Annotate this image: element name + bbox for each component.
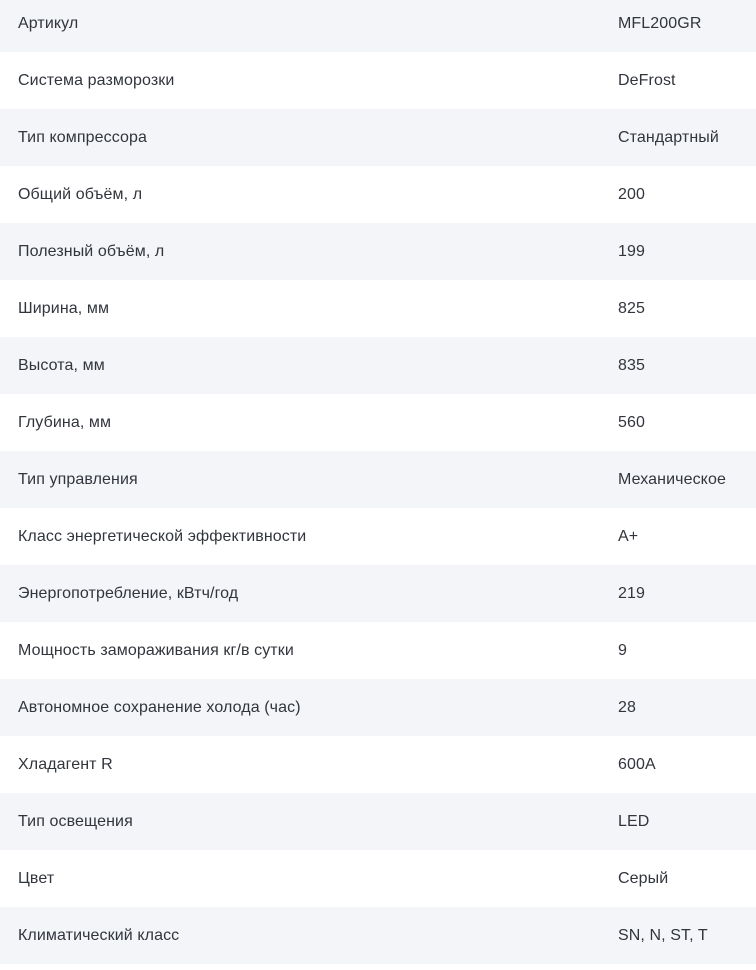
spec-label: Тип освещения: [18, 812, 133, 830]
spec-row: Общий объём, л 200: [0, 166, 756, 223]
spec-label: Энергопотребление, кВтч/год: [18, 584, 239, 602]
spec-value: LED: [618, 812, 650, 830]
spec-row: Полезный объём, л 199: [0, 223, 756, 280]
spec-value: DeFrost: [618, 71, 676, 89]
spec-row: Тип управления Механическое: [0, 451, 756, 508]
spec-row: Автономное сохранение холода (час) 28: [0, 679, 756, 736]
spec-row: Глубина, мм 560: [0, 394, 756, 451]
spec-label: Ширина, мм: [18, 299, 110, 317]
spec-value: 199: [618, 242, 645, 260]
spec-value: SN, N, ST, T: [618, 926, 708, 944]
spec-label: Общий объём, л: [18, 185, 143, 203]
spec-value: A+: [618, 527, 639, 545]
spec-label: Глубина, мм: [18, 413, 112, 431]
spec-value: 835: [618, 356, 645, 374]
spec-row: Мощность замораживания кг/в сутки 9: [0, 622, 756, 679]
spec-label: Система разморозки: [18, 71, 175, 89]
spec-label: Класс энергетической эффективности: [18, 527, 307, 545]
spec-label: Мощность замораживания кг/в сутки: [18, 641, 294, 659]
spec-label: Артикул: [18, 14, 79, 32]
spec-label: Климатический класс: [18, 926, 180, 944]
spec-label: Цвет: [18, 869, 55, 887]
spec-value: 560: [618, 413, 645, 431]
spec-row: Система разморозки DeFrost: [0, 52, 756, 109]
spec-row: Класс энергетической эффективности A+: [0, 508, 756, 565]
spec-value: 600A: [618, 755, 656, 773]
spec-row: Ширина, мм 825: [0, 280, 756, 337]
spec-row: Высота, мм 835: [0, 337, 756, 394]
spec-label: Тип компрессора: [18, 128, 148, 146]
spec-value: 200: [618, 185, 645, 203]
spec-value: MFL200GR: [618, 14, 702, 32]
spec-value: Механическое: [618, 470, 726, 488]
spec-label: Хладагент R: [18, 755, 113, 773]
spec-value: 825: [618, 299, 645, 317]
spec-row: Цвет Серый: [0, 850, 756, 907]
spec-value: 9: [618, 641, 627, 659]
spec-value: 219: [618, 584, 645, 602]
spec-row: Хладагент R 600A: [0, 736, 756, 793]
spec-value: 28: [618, 698, 636, 716]
spec-label: Полезный объём, л: [18, 242, 165, 260]
spec-row: Климатический класс SN, N, ST, T: [0, 907, 756, 964]
spec-row: Тип компрессора Стандартный: [0, 109, 756, 166]
spec-row: Энергопотребление, кВтч/год 219: [0, 565, 756, 622]
spec-row: Тип освещения LED: [0, 793, 756, 850]
spec-label: Тип управления: [18, 470, 138, 488]
spec-label: Автономное сохранение холода (час): [18, 698, 301, 716]
spec-value: Серый: [618, 869, 669, 887]
spec-label: Высота, мм: [18, 356, 105, 374]
spec-value: Стандартный: [618, 128, 719, 146]
spec-row: Артикул MFL200GR: [0, 0, 756, 52]
